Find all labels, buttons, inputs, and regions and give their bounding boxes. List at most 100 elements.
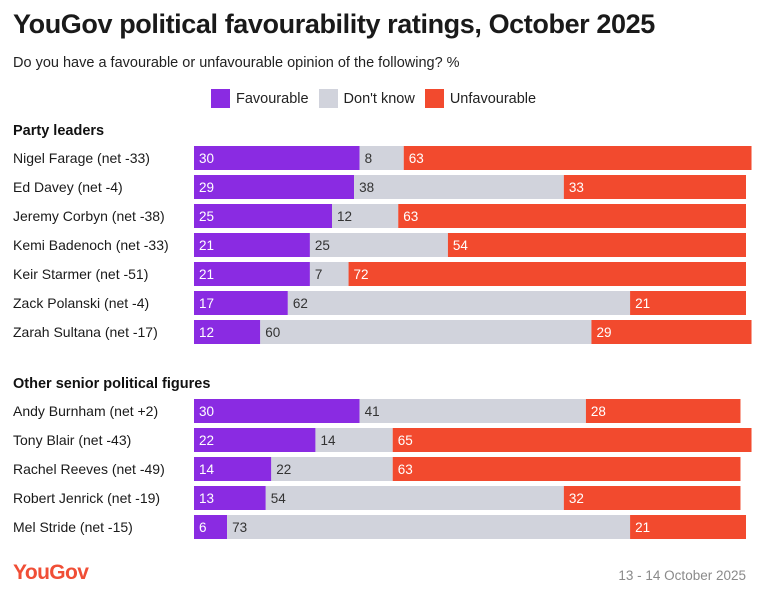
legend-swatch-unfavourable: [424, 89, 444, 108]
bar-value-favourable: 30: [199, 404, 214, 419]
bar-value-unfavourable: 63: [403, 209, 418, 224]
bar-value-unfavourable: 63: [409, 151, 424, 166]
bar-segment-dont-know: [354, 175, 564, 199]
group-label: Party leaders: [13, 123, 104, 139]
bar-segment-dont-know: [315, 428, 393, 452]
row-label: Zarah Sultana (net -17): [13, 324, 158, 340]
bar-value-dont-know: 7: [315, 267, 323, 282]
survey-date: 13 - 14 October 2025: [618, 568, 746, 583]
bar-value-unfavourable: 72: [354, 267, 369, 282]
bar-value-unfavourable: 21: [635, 296, 650, 311]
row-label: Nigel Farage (net -33): [13, 150, 150, 166]
bar-segment-dont-know: [359, 399, 586, 423]
bar-segment-unfavourable: [563, 175, 746, 199]
row-label: Andy Burnham (net +2): [13, 403, 158, 419]
legend-label-dont-know: Don't know: [343, 90, 415, 107]
bar-segment-favourable: [194, 399, 360, 423]
bar-value-favourable: 30: [199, 151, 214, 166]
bar-value-unfavourable: 21: [635, 520, 650, 535]
bar-segment-favourable: [194, 515, 228, 539]
bar-segment-unfavourable: [348, 262, 746, 286]
bar-segment-dont-know: [332, 204, 399, 228]
row-label: Robert Jenrick (net -19): [13, 490, 160, 506]
bar-segment-dont-know: [359, 146, 404, 170]
bar-value-dont-know: 73: [232, 520, 247, 535]
bar-value-favourable: 13: [199, 491, 214, 506]
bar-segment-favourable: [194, 486, 266, 510]
bar-segment-unfavourable: [392, 457, 741, 481]
bar-value-dont-know: 62: [293, 296, 308, 311]
row-label: Keir Starmer (net -51): [13, 266, 148, 282]
bar-segment-dont-know: [287, 291, 631, 315]
bar-segment-dont-know: [227, 515, 631, 539]
bar-segment-favourable: [194, 457, 272, 481]
bar-value-dont-know: 60: [265, 325, 280, 340]
bar-segment-favourable: [194, 146, 360, 170]
row-label: Tony Blair (net -43): [13, 432, 131, 448]
bar-value-dont-know: 41: [365, 404, 380, 419]
bar-segment-favourable: [194, 428, 316, 452]
bar-value-dont-know: 38: [359, 180, 374, 195]
legend-item-dont-know: Don't know: [318, 89, 415, 108]
yougov-logo: YouGov: [13, 561, 89, 584]
bar-value-favourable: 25: [199, 209, 214, 224]
bar-value-favourable: 21: [199, 238, 214, 253]
bar-segment-favourable: [194, 204, 332, 228]
bar-segment-unfavourable: [585, 399, 741, 423]
bar-value-favourable: 22: [199, 433, 214, 448]
row-label: Rachel Reeves (net -49): [13, 461, 165, 477]
bar-value-unfavourable: 33: [569, 180, 584, 195]
bar-value-unfavourable: 65: [398, 433, 413, 448]
chart-title: YouGov political favourability ratings, …: [13, 9, 655, 39]
bar-segment-unfavourable: [398, 204, 746, 228]
legend-label-unfavourable: Unfavourable: [449, 90, 537, 107]
row-label: Kemi Badenoch (net -33): [13, 237, 169, 253]
bar-segment-favourable: [194, 262, 310, 286]
legend: Favourable Don't know Unfavourable: [211, 89, 546, 108]
bar-value-favourable: 14: [199, 462, 215, 477]
bar-value-unfavourable: 32: [569, 491, 584, 506]
bar-value-dont-know: 22: [276, 462, 291, 477]
row-label: Mel Stride (net -15): [13, 519, 133, 535]
bar-value-dont-know: 54: [271, 491, 287, 506]
bar-value-favourable: 17: [199, 296, 214, 311]
legend-swatch-dont-know: [318, 89, 338, 108]
bar-segment-unfavourable: [630, 515, 746, 539]
row-label: Jeremy Corbyn (net -38): [13, 208, 165, 224]
bar-segment-dont-know: [271, 457, 393, 481]
legend-label-favourable: Favourable: [236, 90, 309, 107]
bar-value-dont-know: 8: [365, 151, 373, 166]
group-label: Other senior political figures: [13, 376, 210, 392]
bar-value-favourable: 6: [199, 520, 207, 535]
bar-segment-unfavourable: [403, 146, 752, 170]
bar-segment-unfavourable: [591, 320, 752, 344]
bar-segment-dont-know: [265, 486, 564, 510]
bar-segment-unfavourable: [447, 233, 746, 257]
chart-subtitle: Do you have a favourable or unfavourable…: [13, 55, 460, 71]
bar-value-dont-know: 14: [320, 433, 336, 448]
bar-segment-unfavourable: [563, 486, 741, 510]
legend-swatch-favourable: [211, 89, 230, 108]
bar-value-unfavourable: 54: [453, 238, 469, 253]
legend-item-favourable: Favourable: [211, 89, 309, 108]
bar-segment-favourable: [194, 291, 288, 315]
bar-value-unfavourable: 28: [591, 404, 606, 419]
bar-segment-favourable: [194, 175, 355, 199]
legend-item-unfavourable: Unfavourable: [424, 89, 537, 108]
bar-value-unfavourable: 63: [398, 462, 413, 477]
bar-segment-unfavourable: [392, 428, 752, 452]
bar-segment-dont-know: [260, 320, 592, 344]
bar-segment-dont-know: [309, 262, 349, 286]
row-label: Zack Polanski (net -4): [13, 295, 149, 311]
bar-value-favourable: 21: [199, 267, 214, 282]
bar-value-dont-know: 25: [315, 238, 330, 253]
row-label: Ed Davey (net -4): [13, 179, 123, 195]
bar-value-favourable: 12: [199, 325, 214, 340]
bar-value-favourable: 29: [199, 180, 214, 195]
bar-segment-unfavourable: [630, 291, 746, 315]
bar-value-dont-know: 12: [337, 209, 352, 224]
bar-segment-favourable: [194, 320, 261, 344]
bar-segment-favourable: [194, 233, 310, 257]
bar-value-unfavourable: 29: [596, 325, 611, 340]
